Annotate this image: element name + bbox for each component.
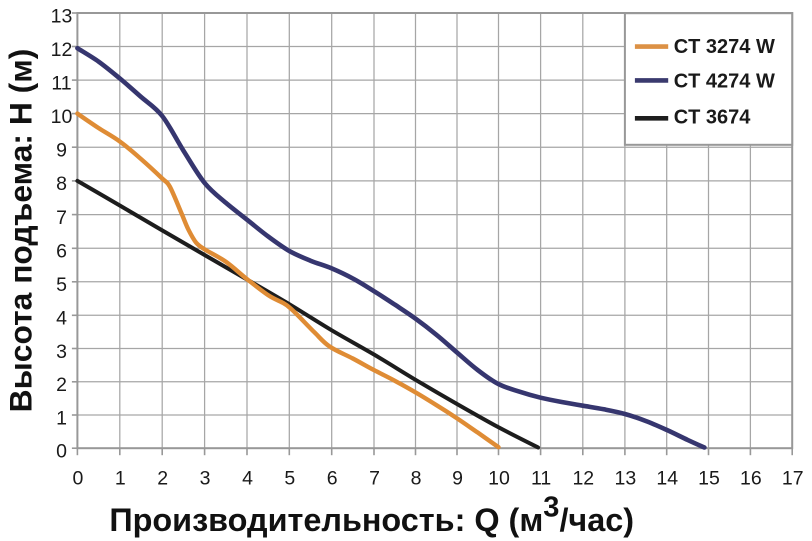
svg-text:3: 3 <box>56 341 67 363</box>
svg-text:13: 13 <box>615 468 637 490</box>
svg-text:0: 0 <box>56 441 67 463</box>
svg-text:7: 7 <box>56 207 67 229</box>
svg-text:5: 5 <box>56 274 67 296</box>
svg-text:9: 9 <box>452 468 463 490</box>
svg-text:1: 1 <box>115 468 126 490</box>
svg-text:CT 3674: CT 3674 <box>674 107 752 129</box>
svg-text:15: 15 <box>698 468 720 490</box>
svg-text:17: 17 <box>782 468 804 490</box>
svg-text:16: 16 <box>740 468 762 490</box>
svg-text:4: 4 <box>56 308 67 330</box>
svg-text:11: 11 <box>51 72 71 94</box>
svg-text:8: 8 <box>56 173 67 195</box>
svg-text:10: 10 <box>51 106 73 128</box>
svg-text:Высота подъема: H (м): Высота подъема: H (м) <box>3 49 39 413</box>
svg-text:11: 11 <box>531 468 551 490</box>
svg-text:2: 2 <box>157 468 168 490</box>
svg-text:14: 14 <box>656 468 678 490</box>
svg-text:10: 10 <box>488 468 510 490</box>
svg-text:7: 7 <box>369 468 380 490</box>
svg-text:CT 4274 W: CT 4274 W <box>674 71 775 93</box>
svg-text:12: 12 <box>51 39 73 61</box>
svg-text:CT 3274 W: CT 3274 W <box>674 36 775 58</box>
svg-text:5: 5 <box>284 468 295 490</box>
svg-text:6: 6 <box>56 241 67 263</box>
svg-text:4: 4 <box>242 468 253 490</box>
svg-text:12: 12 <box>572 468 594 490</box>
svg-text:8: 8 <box>411 468 422 490</box>
svg-text:6: 6 <box>327 468 338 490</box>
svg-text:13: 13 <box>51 5 73 27</box>
svg-text:3: 3 <box>200 468 211 490</box>
svg-text:2: 2 <box>56 374 67 396</box>
svg-text:1: 1 <box>56 407 67 429</box>
svg-text:0: 0 <box>72 468 83 490</box>
svg-text:9: 9 <box>56 140 67 162</box>
